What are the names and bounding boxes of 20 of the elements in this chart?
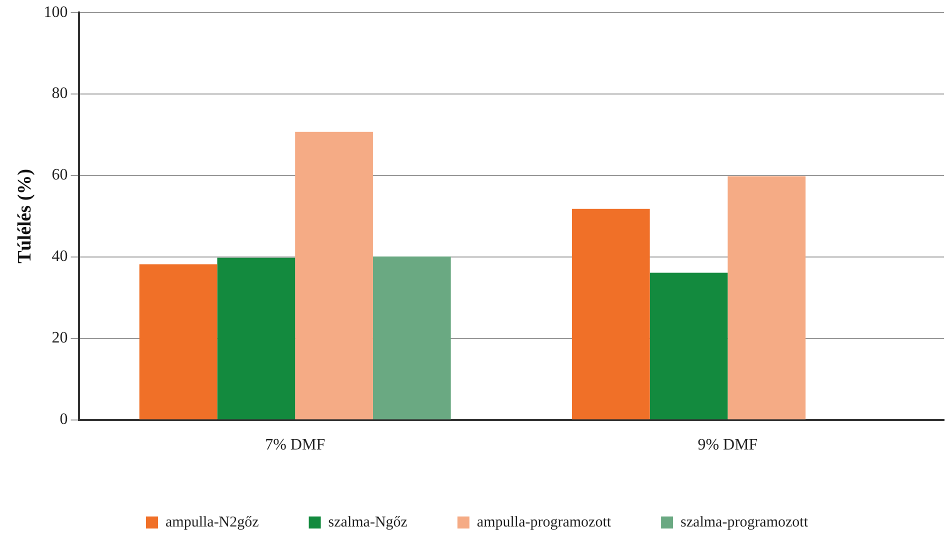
bar <box>728 176 806 420</box>
legend-label: ampulla-N2gőz <box>166 514 260 530</box>
x-tick-label: 7% DMF <box>265 436 326 454</box>
bar <box>650 272 728 420</box>
bar <box>372 256 451 420</box>
legend-label: szalma-programozott <box>680 514 809 530</box>
y-tick-label: 0 <box>60 411 68 428</box>
legend-label: szalma-Ngőz <box>328 514 408 530</box>
bar <box>572 208 650 420</box>
y-tick-label: 60 <box>52 166 68 184</box>
bar <box>139 264 218 420</box>
y-tick-label: 20 <box>52 330 68 347</box>
x-tick-label: 9% DMF <box>698 436 758 454</box>
y-tick-label: 80 <box>52 85 68 102</box>
y-tick-label: 100 <box>44 4 68 21</box>
legend-label: ampulla-programozott <box>476 514 612 530</box>
y-tick-label: 40 <box>52 248 68 266</box>
bar <box>295 132 373 420</box>
y-axis-title: Túlélés (%) <box>14 168 36 264</box>
bar <box>217 258 296 420</box>
